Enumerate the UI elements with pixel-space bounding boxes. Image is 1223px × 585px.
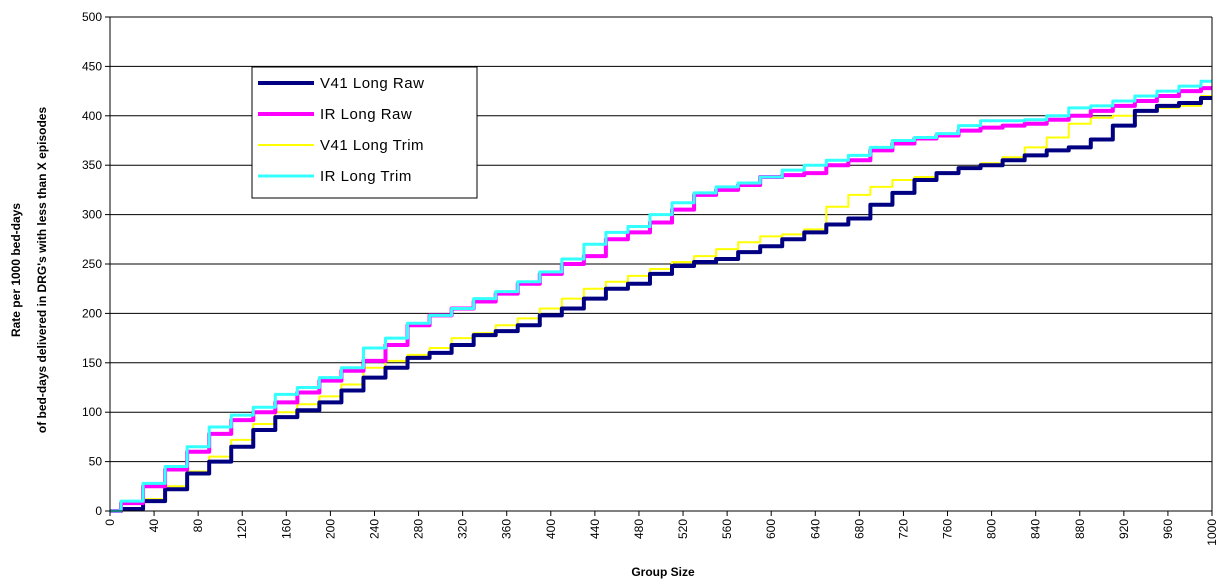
series-line-0 bbox=[110, 96, 1212, 513]
x-tick-label-13: 520 bbox=[676, 519, 690, 539]
legend-label-1: IR Long Raw bbox=[320, 106, 412, 123]
x-tick-label-24: 960 bbox=[1161, 519, 1175, 539]
x-tick-label-5: 200 bbox=[323, 519, 337, 539]
y-tick-label-1: 50 bbox=[89, 455, 103, 469]
x-tick-label-18: 720 bbox=[896, 519, 910, 539]
x-tick-label-17: 680 bbox=[852, 519, 866, 539]
y-tick-label-8: 400 bbox=[82, 109, 102, 123]
x-tick-label-1: 40 bbox=[147, 519, 161, 533]
y-axis-title-line-2: of bed-days delivered in DRG's with less… bbox=[35, 107, 49, 434]
x-tick-label-6: 240 bbox=[367, 519, 381, 539]
x-tick-label-19: 760 bbox=[941, 519, 955, 539]
x-tick-label-22: 880 bbox=[1073, 519, 1087, 539]
y-tick-label-5: 250 bbox=[82, 257, 102, 271]
y-tick-labels: 0 50 100 150 200 250 300 350 400 450 500 bbox=[82, 10, 110, 518]
legend-label-2: V41 Long Trim bbox=[320, 137, 424, 154]
legend-label-0: V41 Long Raw bbox=[320, 75, 424, 92]
y-axis-title-line-1: Rate per 1000 bed-days bbox=[9, 203, 23, 337]
legend-label-3: IR Long Trim bbox=[320, 168, 412, 185]
x-tick-label-23: 920 bbox=[1117, 519, 1131, 539]
legend: V41 Long Raw IR Long Raw V41 Long Trim IR L… bbox=[251, 66, 478, 199]
y-tick-label-9: 450 bbox=[82, 59, 102, 73]
y-tick-label-4: 200 bbox=[82, 306, 102, 320]
x-tick-label-10: 400 bbox=[544, 519, 558, 539]
y-tick-label-0: 0 bbox=[95, 504, 102, 518]
series-lines bbox=[110, 79, 1212, 513]
y-tick-label-2: 100 bbox=[82, 405, 102, 419]
x-tick-labels: 0 40 80 120 160 200 240 280 320 360 400 440 480 520 56… bbox=[103, 511, 1219, 546]
x-tick-label-20: 800 bbox=[985, 519, 999, 539]
x-tick-label-9: 360 bbox=[500, 519, 514, 539]
x-tick-label-8: 320 bbox=[456, 519, 470, 539]
x-tick-label-14: 560 bbox=[720, 519, 734, 539]
y-tick-label-6: 300 bbox=[82, 208, 102, 222]
x-tick-label-3: 120 bbox=[235, 519, 249, 539]
y-tick-label-10: 500 bbox=[82, 10, 102, 24]
x-tick-label-15: 600 bbox=[764, 519, 778, 539]
x-tick-label-2: 80 bbox=[191, 519, 205, 533]
x-tick-label-12: 480 bbox=[632, 519, 646, 539]
x-tick-label-25: 1000 bbox=[1205, 519, 1219, 546]
series-line-3 bbox=[110, 79, 1212, 513]
x-tick-label-0: 0 bbox=[103, 519, 117, 526]
y-tick-label-3: 150 bbox=[82, 356, 102, 370]
x-tick-label-16: 640 bbox=[808, 519, 822, 539]
y-tick-label-7: 350 bbox=[82, 158, 102, 172]
x-tick-label-7: 280 bbox=[412, 519, 426, 539]
x-tick-label-21: 840 bbox=[1029, 519, 1043, 539]
series-line-1 bbox=[110, 86, 1212, 513]
x-tick-label-4: 160 bbox=[279, 519, 293, 539]
x-tick-label-11: 440 bbox=[588, 519, 602, 539]
x-axis-title: Group Size bbox=[631, 565, 695, 579]
